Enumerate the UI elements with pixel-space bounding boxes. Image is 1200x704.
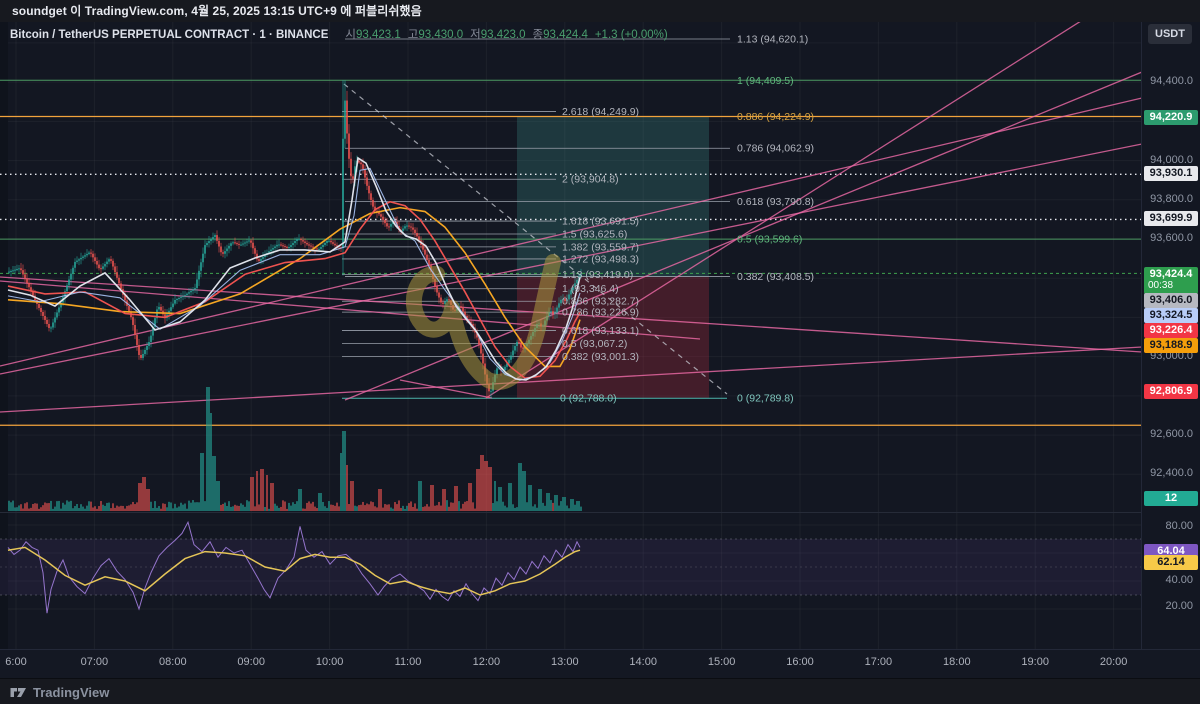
brand-text[interactable]: TradingView xyxy=(33,684,110,700)
time-label: 07:00 xyxy=(80,656,109,668)
time-label: 17:00 xyxy=(864,656,893,668)
svg-text:1 (93,346.4): 1 (93,346.4) xyxy=(562,283,619,295)
volume-bars xyxy=(8,387,582,511)
svg-text:1.618 (93,691.5): 1.618 (93,691.5) xyxy=(562,216,639,228)
ohlc-value: 93,430.0 xyxy=(418,29,464,41)
svg-text:0.886 (93,282.7): 0.886 (93,282.7) xyxy=(562,296,639,308)
time-label: 09:00 xyxy=(237,656,265,668)
svg-text:0.618 (93,133.1): 0.618 (93,133.1) xyxy=(562,325,639,337)
svg-text:0.382 (93,408.5): 0.382 (93,408.5) xyxy=(737,271,814,283)
svg-text:2.618 (94,249.9): 2.618 (94,249.9) xyxy=(562,106,639,118)
price-tick: 93,600.0 xyxy=(1150,232,1193,244)
currency-button[interactable]: USDT xyxy=(1148,24,1192,44)
rsi-pane xyxy=(0,520,1142,614)
price-tick: 40.00 xyxy=(1165,574,1193,586)
ohlc-key: 저 xyxy=(470,29,481,41)
time-label: 6:00 xyxy=(5,656,27,668)
ohlc-key: 시 xyxy=(345,29,356,41)
price-tick: 92,600.0 xyxy=(1150,428,1193,440)
svg-text:1.13 (93,419.0): 1.13 (93,419.0) xyxy=(562,269,633,281)
time-label: 16:00 xyxy=(786,656,814,668)
price-tick: 93,000.0 xyxy=(1150,350,1193,362)
svg-text:1 (94,409.5): 1 (94,409.5) xyxy=(737,75,794,87)
ohlc-key: 고 xyxy=(407,29,419,41)
time-label: 20:00 xyxy=(1099,656,1128,668)
publish-bar: soundget 이 TradingView.com, 4월 25, 2025 … xyxy=(0,0,1200,22)
price-badge: 93,424.4 00:38 xyxy=(1144,267,1198,294)
price-badge: 93,930.1 xyxy=(1144,166,1198,181)
svg-text:0 (92,788.0): 0 (92,788.0) xyxy=(560,393,617,405)
symbol-title[interactable]: Bitcoin / TetherUS PERPETUAL CONTRACT · … xyxy=(10,29,329,41)
drawn-highlight xyxy=(406,254,561,390)
price-tick: 80.00 xyxy=(1165,520,1193,532)
tradingview-logo-icon[interactable] xyxy=(10,685,27,700)
time-label: 08:00 xyxy=(159,656,187,668)
price-badge: 93,324.5 xyxy=(1144,308,1198,323)
svg-text:0.5 (93,067.2): 0.5 (93,067.2) xyxy=(562,338,627,350)
fib-level-lines xyxy=(342,38,730,357)
time-label: 19:00 xyxy=(1021,656,1049,668)
grid-lines xyxy=(0,22,1142,650)
svg-text:2 (93,904.8): 2 (93,904.8) xyxy=(562,174,619,186)
change-value: +1.3 (+0.00%) xyxy=(594,29,668,41)
footer-toolbar: TradingView xyxy=(0,678,1200,704)
price-tick: 94,000.0 xyxy=(1150,154,1193,166)
svg-text:1.272 (93,498.3): 1.272 (93,498.3) xyxy=(562,253,639,265)
price-badge: 12 xyxy=(1144,491,1198,506)
price-tick: 92,400.0 xyxy=(1150,467,1193,479)
svg-text:0.786 (94,062.9): 0.786 (94,062.9) xyxy=(737,143,814,155)
time-label: 13:00 xyxy=(551,656,579,668)
horizontal-rays xyxy=(0,79,1142,426)
fib-labels: 2.618 (94,249.9) 2 (93,904.8) 1.618 (93,69… xyxy=(560,33,814,404)
price-badge: 94,220.9 xyxy=(1144,110,1198,125)
publish-text: soundget 이 TradingView.com, 4월 25, 2025 … xyxy=(12,4,422,18)
ohlc-values: 시93,423.1 고93,430.0 저93,423.0 종93,424.4 xyxy=(338,29,587,41)
price-badge: 93,699.9 xyxy=(1144,211,1198,226)
moving-averages xyxy=(7,156,581,381)
price-tick: 20.00 xyxy=(1165,600,1193,612)
svg-text:1.382 (93,559.7): 1.382 (93,559.7) xyxy=(562,241,639,253)
price-badge: 92,806.9 xyxy=(1144,384,1198,399)
svg-text:0.786 (93,226.9): 0.786 (93,226.9) xyxy=(562,307,639,319)
svg-text:0.5 (93,599.6): 0.5 (93,599.6) xyxy=(737,234,802,246)
svg-text:1.5 (93,625.6): 1.5 (93,625.6) xyxy=(562,228,627,240)
time-label: 11:00 xyxy=(394,656,422,668)
time-label: 12:00 xyxy=(472,656,501,668)
time-label: 14:00 xyxy=(629,656,657,668)
trend-lines xyxy=(0,22,1142,413)
price-tick: 93,800.0 xyxy=(1150,193,1193,205)
symbol-legend[interactable]: Bitcoin / TetherUS PERPETUAL CONTRACT · … xyxy=(10,26,668,42)
price-badge: 62.14 xyxy=(1144,555,1198,570)
svg-text:0.382 (93,001.3): 0.382 (93,001.3) xyxy=(562,351,639,363)
svg-text:0.886 (94,224.9): 0.886 (94,224.9) xyxy=(737,111,814,123)
svg-text:1.13 (94,620.1): 1.13 (94,620.1) xyxy=(737,33,808,45)
ohlc-value: 93,423.1 xyxy=(356,29,401,41)
ohlc-value: 93,423.0 xyxy=(480,29,526,41)
price-badge: 93,406.0 xyxy=(1144,293,1198,308)
time-label: 10:00 xyxy=(315,656,344,668)
svg-text:0 (92,789.8): 0 (92,789.8) xyxy=(737,392,794,404)
price-badge: 93,188.9 xyxy=(1144,338,1198,353)
svg-text:0.618 (93,790.8): 0.618 (93,790.8) xyxy=(737,196,814,208)
time-label: 18:00 xyxy=(943,656,971,668)
time-label: 15:00 xyxy=(707,656,736,668)
ohlc-key: 종 xyxy=(532,29,544,41)
chart-area[interactable]: 2.618 (94,249.9) 2 (93,904.8) 1.618 (93,69… xyxy=(0,22,1200,678)
price-tick: 94,400.0 xyxy=(1150,75,1193,87)
ohlc-value: 93,424.4 xyxy=(543,29,588,41)
price-axis[interactable]: USDT 94,400.0 94,000.0 93,800.0 93,600.0 93,… xyxy=(1141,22,1200,650)
chart-canvas[interactable]: 2.618 (94,249.9) 2 (93,904.8) 1.618 (93,69… xyxy=(0,22,1142,650)
price-badge: 93,226.4 xyxy=(1144,323,1198,338)
time-axis[interactable]: 6:00 07:00 08:00 09:00 10:00 11:00 12:00 13:00 1… xyxy=(0,649,1200,678)
